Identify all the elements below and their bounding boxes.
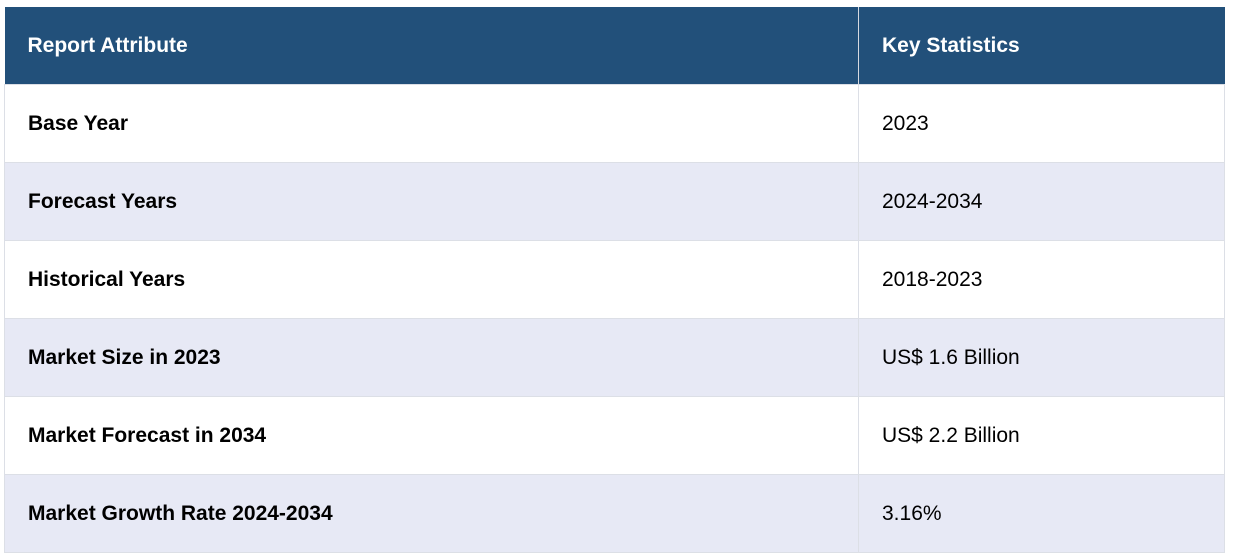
row-attribute: Forecast Years bbox=[4, 162, 859, 241]
row-value: 2018-2023 bbox=[858, 240, 1225, 319]
row-value: 2023 bbox=[858, 84, 1225, 163]
row-attribute: Market Size in 2023 bbox=[4, 318, 859, 397]
row-attribute: Historical Years bbox=[4, 240, 859, 319]
row-attribute: Base Year bbox=[4, 84, 859, 163]
row-attribute: Market Growth Rate 2024-2034 bbox=[4, 474, 859, 553]
header-key-statistics: Key Statistics bbox=[858, 7, 1225, 85]
header-report-attribute: Report Attribute bbox=[4, 7, 859, 85]
table-row: Market Growth Rate 2024-2034 3.16% bbox=[4, 474, 1225, 553]
row-value: 3.16% bbox=[858, 474, 1225, 553]
row-value: 2024-2034 bbox=[858, 162, 1225, 241]
table-header-row: Report Attribute Key Statistics bbox=[4, 7, 1225, 85]
row-value: US$ 2.2 Billion bbox=[858, 396, 1225, 475]
report-statistics-table: Report Attribute Key Statistics Base Yea… bbox=[4, 7, 1225, 553]
table-row: Base Year 2023 bbox=[4, 84, 1225, 163]
table-row: Market Forecast in 2034 US$ 2.2 Billion bbox=[4, 396, 1225, 475]
row-attribute: Market Forecast in 2034 bbox=[4, 396, 859, 475]
table-row: Forecast Years 2024-2034 bbox=[4, 162, 1225, 241]
table-row: Historical Years 2018-2023 bbox=[4, 240, 1225, 319]
table-row: Market Size in 2023 US$ 1.6 Billion bbox=[4, 318, 1225, 397]
row-value: US$ 1.6 Billion bbox=[858, 318, 1225, 397]
